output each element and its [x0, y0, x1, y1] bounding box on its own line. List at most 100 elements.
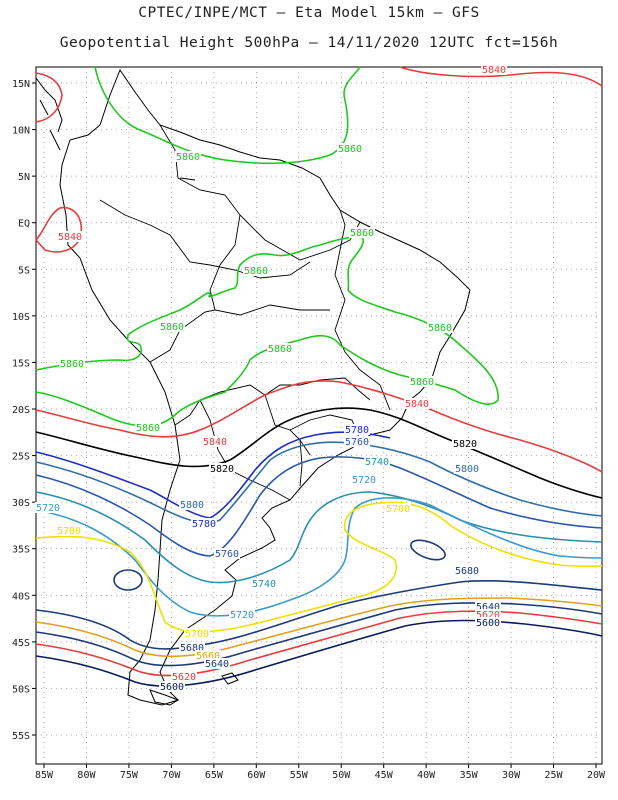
contour-label-bg: [344, 436, 370, 447]
contour-label: 5860: [428, 323, 452, 334]
contour-5620: [35, 610, 603, 677]
lat-label: 40S: [12, 591, 30, 602]
contour-label: 5860: [136, 423, 160, 434]
contour-label-bg: [179, 499, 205, 510]
contour-label: 5760: [215, 549, 239, 560]
axis-ticks: [32, 82, 597, 768]
contour-5820: [35, 407, 603, 499]
contour-label-bg: [35, 502, 61, 513]
contour-label: 5840: [405, 399, 429, 410]
contour-label-bg: [404, 398, 430, 409]
contour-5700: [35, 501, 603, 633]
contour-label: 5740: [365, 457, 389, 468]
title-line-1: CPTEC/INPE/MCT – Eta Model 15km – GFS: [138, 5, 480, 21]
lat-label: 20S: [12, 405, 30, 416]
contour-label: 5680: [180, 643, 204, 654]
contours: [34, 66, 603, 687]
contour-label: 5800: [455, 464, 479, 475]
contour-label-bg: [209, 463, 235, 474]
lat-label: 15S: [12, 358, 30, 369]
contour-label-bg: [191, 518, 217, 529]
contour-label-bg: [57, 231, 83, 242]
contour-label-bg: [344, 424, 370, 435]
contour-label: 5860: [160, 322, 184, 333]
contour-label: 5720: [352, 475, 376, 486]
lon-label: 20W: [587, 770, 606, 781]
contour-label: 5860: [176, 152, 200, 163]
coastlines: [35, 68, 471, 706]
contour-5760: [35, 456, 603, 557]
lon-label: 35W: [460, 770, 479, 781]
contour-5720: [35, 497, 603, 617]
contour-label-bg: [454, 565, 480, 576]
contour-label: 5860: [338, 144, 362, 155]
contour-label: 5780: [192, 519, 216, 530]
contour-5840-northwest: [34, 206, 82, 253]
contour-label-bg: [159, 681, 185, 692]
lon-label: 65W: [205, 770, 224, 781]
lon-label: 70W: [162, 770, 181, 781]
lat-label: 5S: [18, 265, 30, 276]
contour-5640: [35, 602, 603, 667]
contour-label: 5860: [350, 228, 374, 239]
contour-label: 5840: [482, 65, 506, 76]
contour-5780: [35, 431, 391, 519]
contour-label-bg: [171, 671, 197, 682]
contour-label: 5860: [60, 359, 84, 370]
lon-label: 40W: [417, 770, 436, 781]
contour-label: 5620: [172, 672, 196, 683]
lon-label: 50W: [332, 770, 351, 781]
contour-5660: [35, 597, 603, 658]
lon-label: 80W: [77, 770, 96, 781]
contour-label-bg: [409, 376, 435, 387]
contour-label-bg: [452, 438, 478, 449]
tierra-del-fuego: [149, 689, 180, 706]
contour-label: 5860: [410, 377, 434, 388]
lat-label: 30S: [12, 498, 30, 509]
lon-label: 75W: [120, 770, 139, 781]
contour-label: 5600: [476, 618, 500, 629]
contour-label-bg: [385, 503, 411, 514]
contour-label: 5720: [36, 503, 60, 514]
contour-label-bg: [179, 642, 205, 653]
map-frame: [35, 66, 603, 765]
contour-label-bg: [337, 143, 363, 154]
title-line-2: Geopotential Height 500hPa – 14/11/2020 …: [59, 35, 559, 51]
lat-label: 45S: [12, 638, 30, 649]
contour-label-bg: [475, 617, 501, 628]
contour-5680: [35, 580, 603, 650]
contour-label: 5700: [57, 526, 81, 537]
lon-label: 55W: [290, 770, 309, 781]
contour-label-bg: [195, 650, 221, 661]
contour-label-bg: [351, 474, 377, 485]
contour-label-bg: [159, 321, 185, 332]
contour-label: 5780: [345, 425, 369, 436]
contour-label-bg: [214, 548, 240, 559]
contour-5860-main: [35, 235, 499, 427]
contour-label-bg: [184, 628, 210, 639]
contour-label: 5640: [476, 602, 500, 613]
lat-label: 10N: [12, 126, 30, 137]
contour-5600: [35, 619, 603, 687]
contour-low-west: [113, 569, 143, 591]
contour-label-bg: [475, 609, 501, 620]
lat-label: 35S: [12, 545, 30, 556]
contour-label-bg: [243, 265, 269, 276]
contour-label-bg: [175, 151, 201, 162]
contour-label: 5620: [476, 610, 500, 621]
contour-5860-north: [94, 66, 361, 165]
contour-label-bg: [135, 422, 161, 433]
falkland-islands: [221, 672, 239, 685]
contour-label: 5820: [453, 439, 477, 450]
contour-label: 5700: [185, 629, 209, 640]
contour-5800: [35, 441, 603, 524]
contour-label-bg: [475, 601, 501, 612]
contour-label-bg: [481, 64, 507, 75]
contour-label: 5640: [205, 659, 229, 670]
contour-5840-north: [399, 66, 603, 87]
contour-label: 5660: [196, 651, 220, 662]
contour-label-bg: [229, 609, 255, 620]
lat-label: 10S: [12, 312, 30, 323]
contour-label-bg: [251, 578, 277, 589]
